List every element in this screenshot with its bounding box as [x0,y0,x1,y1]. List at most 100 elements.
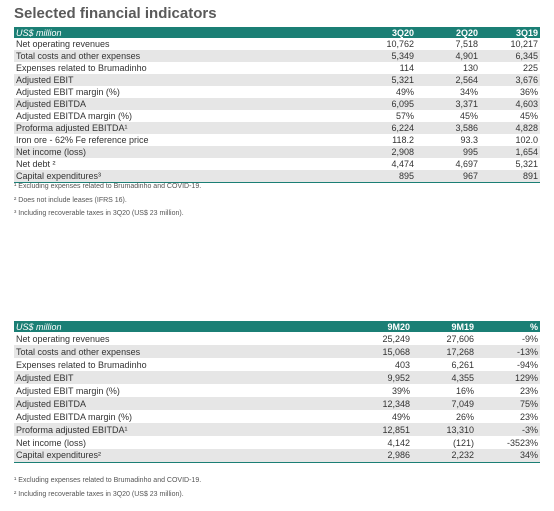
row-label: Total costs and other expenses [14,50,324,62]
cell: (121) [452,437,474,448]
cell: 49% [391,411,410,422]
cell: 4,355 [412,371,476,384]
cell: 3,676 [480,74,540,86]
header-cell: 2Q20 [416,27,480,38]
row-label: Expenses related to Brumadinho [16,359,147,370]
cell: 10,762 [386,39,414,49]
cell: 2,232 [412,449,476,463]
cell: 4,603 [480,98,540,110]
table-row: Expenses related to Brumadinho 403 6,261 -9… [14,358,540,371]
table-row: Net operating revenues 10,762 7,518 10,217 [14,38,540,50]
table-row: Adjusted EBIT margin (%) 39% 16% 23% [14,384,540,397]
cell: 7,518 [455,39,478,49]
table-row: Adjusted EBIT 5,321 2,564 3,676 [14,74,540,86]
footnotes: ¹ Excluding expenses related to Brumadin… [14,183,201,224]
title: Selected financial indicators [14,5,217,22]
table-row: Adjusted EBIT margin (%) 49% 34% 36% [14,86,540,98]
cell: 13,310 [412,423,476,436]
table-row: Adjusted EBIT 9,952 4,355 129% [14,371,540,384]
row-label: Adjusted EBIT margin (%) [16,385,120,396]
cell: 6,095 [324,98,416,110]
table-row: Net debt ² 4,474 4,697 5,321 [14,158,540,170]
table-row: Expenses related to Brumadinho 114 130 225 [14,62,540,74]
cell: 114 [399,63,414,73]
table-row: Net income (loss) 2,908 995 1,654 [14,146,540,158]
row-label: Adjusted EBITDA margin (%) [16,111,133,121]
cell: 23% [519,385,538,396]
cell: 129% [476,371,540,384]
cell: 4,828 [480,122,540,134]
footnote: ¹ Excluding expenses related to Brumadin… [14,477,202,484]
cell: 25,249 [382,333,410,344]
row-label: Adjusted EBIT [14,74,324,86]
row-label: Capital expenditures³ [14,170,324,183]
cell: 15,068 [324,345,412,358]
cell: 45% [459,111,478,121]
table-row: Capital expenditures² 2,986 2,232 34% [14,449,540,463]
cell: 967 [416,170,480,183]
footnote: ² Does not include leases (IFRS 16). [14,196,127,204]
table-row: Total costs and other expenses 15,068 17,2… [14,345,540,358]
cell: 6,261 [451,359,474,370]
cell: 23% [519,411,538,422]
header-cell: 3Q20 [324,27,416,38]
row-label: Proforma adjusted EBITDA¹ [14,423,324,436]
cell: 45% [519,111,538,121]
header-cell: 9M19 [412,321,476,332]
cell: 57% [395,111,414,121]
cell: 891 [480,170,540,183]
table-row: Adjusted EBITDA 6,095 3,371 4,603 [14,98,540,110]
footnotes: ¹ Excluding expenses related to Brumadin… [14,477,201,504]
cell: 6,224 [324,122,416,134]
footnote: ³ Including recoverable taxes in 3Q20 (U… [14,210,184,217]
row-label: Capital expenditures² [14,449,324,463]
cell: 39% [391,385,410,396]
row-label: Net income (loss) [14,146,324,158]
cell: 34% [476,449,540,463]
header-cell: US$ million [14,321,324,332]
row-label: Proforma adjusted EBITDA¹ [14,122,324,134]
cell: 34% [459,87,478,97]
row-label: Adjusted EBITDA margin (%) [16,411,133,422]
cell: 36% [519,87,538,97]
cell: 118.2 [392,135,414,145]
row-label: Net income (loss) [16,437,87,448]
cell: -9% [521,333,538,344]
cell: 10,217 [510,39,538,49]
cell: 1,654 [480,146,540,158]
table-row: Adjusted EBITDA margin (%) 49% 26% 23% [14,410,540,423]
table-header: US$ million 9M20 9M19% [14,321,540,332]
cell: 5,321 [324,74,416,86]
cell: 3,586 [416,122,480,134]
row-label: Iron ore - 62% Fe reference price [16,135,149,145]
cell: 6,345 [480,50,540,62]
row-label: Net operating revenues [16,333,110,344]
cell: 9,952 [324,371,412,384]
cell: 102.0 [515,135,538,145]
table: US$ million 9M20 9M19% Net operating revenu… [14,321,540,463]
cell: 7,049 [412,397,476,410]
table-header: US$ million 3Q20 2Q20 3Q19 [14,27,540,38]
cell: 403 [394,359,410,370]
cell: 16% [455,385,474,396]
table-row: Total costs and other expenses 5,349 4,901… [14,50,540,62]
cell: 2,908 [324,146,416,158]
header-cell: % [476,321,540,332]
header-row: US$ million 9M20 9M19% [14,321,540,332]
cell: 4,474 [391,159,414,169]
row-label: Adjusted EBIT margin (%) [16,87,120,97]
cell: 4,901 [416,50,480,62]
cell: -13% [476,345,540,358]
row-label: Adjusted EBITDA [14,98,324,110]
cell: 49% [395,87,414,97]
cell: -3% [476,423,540,436]
table-row: Adjusted EBITDA margin (%) 57% 45% 45% [14,110,540,122]
table-row: Proforma adjusted EBITDA¹ 12,851 13,310 -3% [14,423,540,436]
cell: 5,349 [324,50,416,62]
cell: 5,321 [515,159,538,169]
table-body: Net operating revenues 10,762 7,518 10,217 T… [14,38,540,183]
cell: 4,697 [455,159,478,169]
row-label: Net debt ² [16,159,56,169]
header-cell: US$ million [14,27,324,38]
